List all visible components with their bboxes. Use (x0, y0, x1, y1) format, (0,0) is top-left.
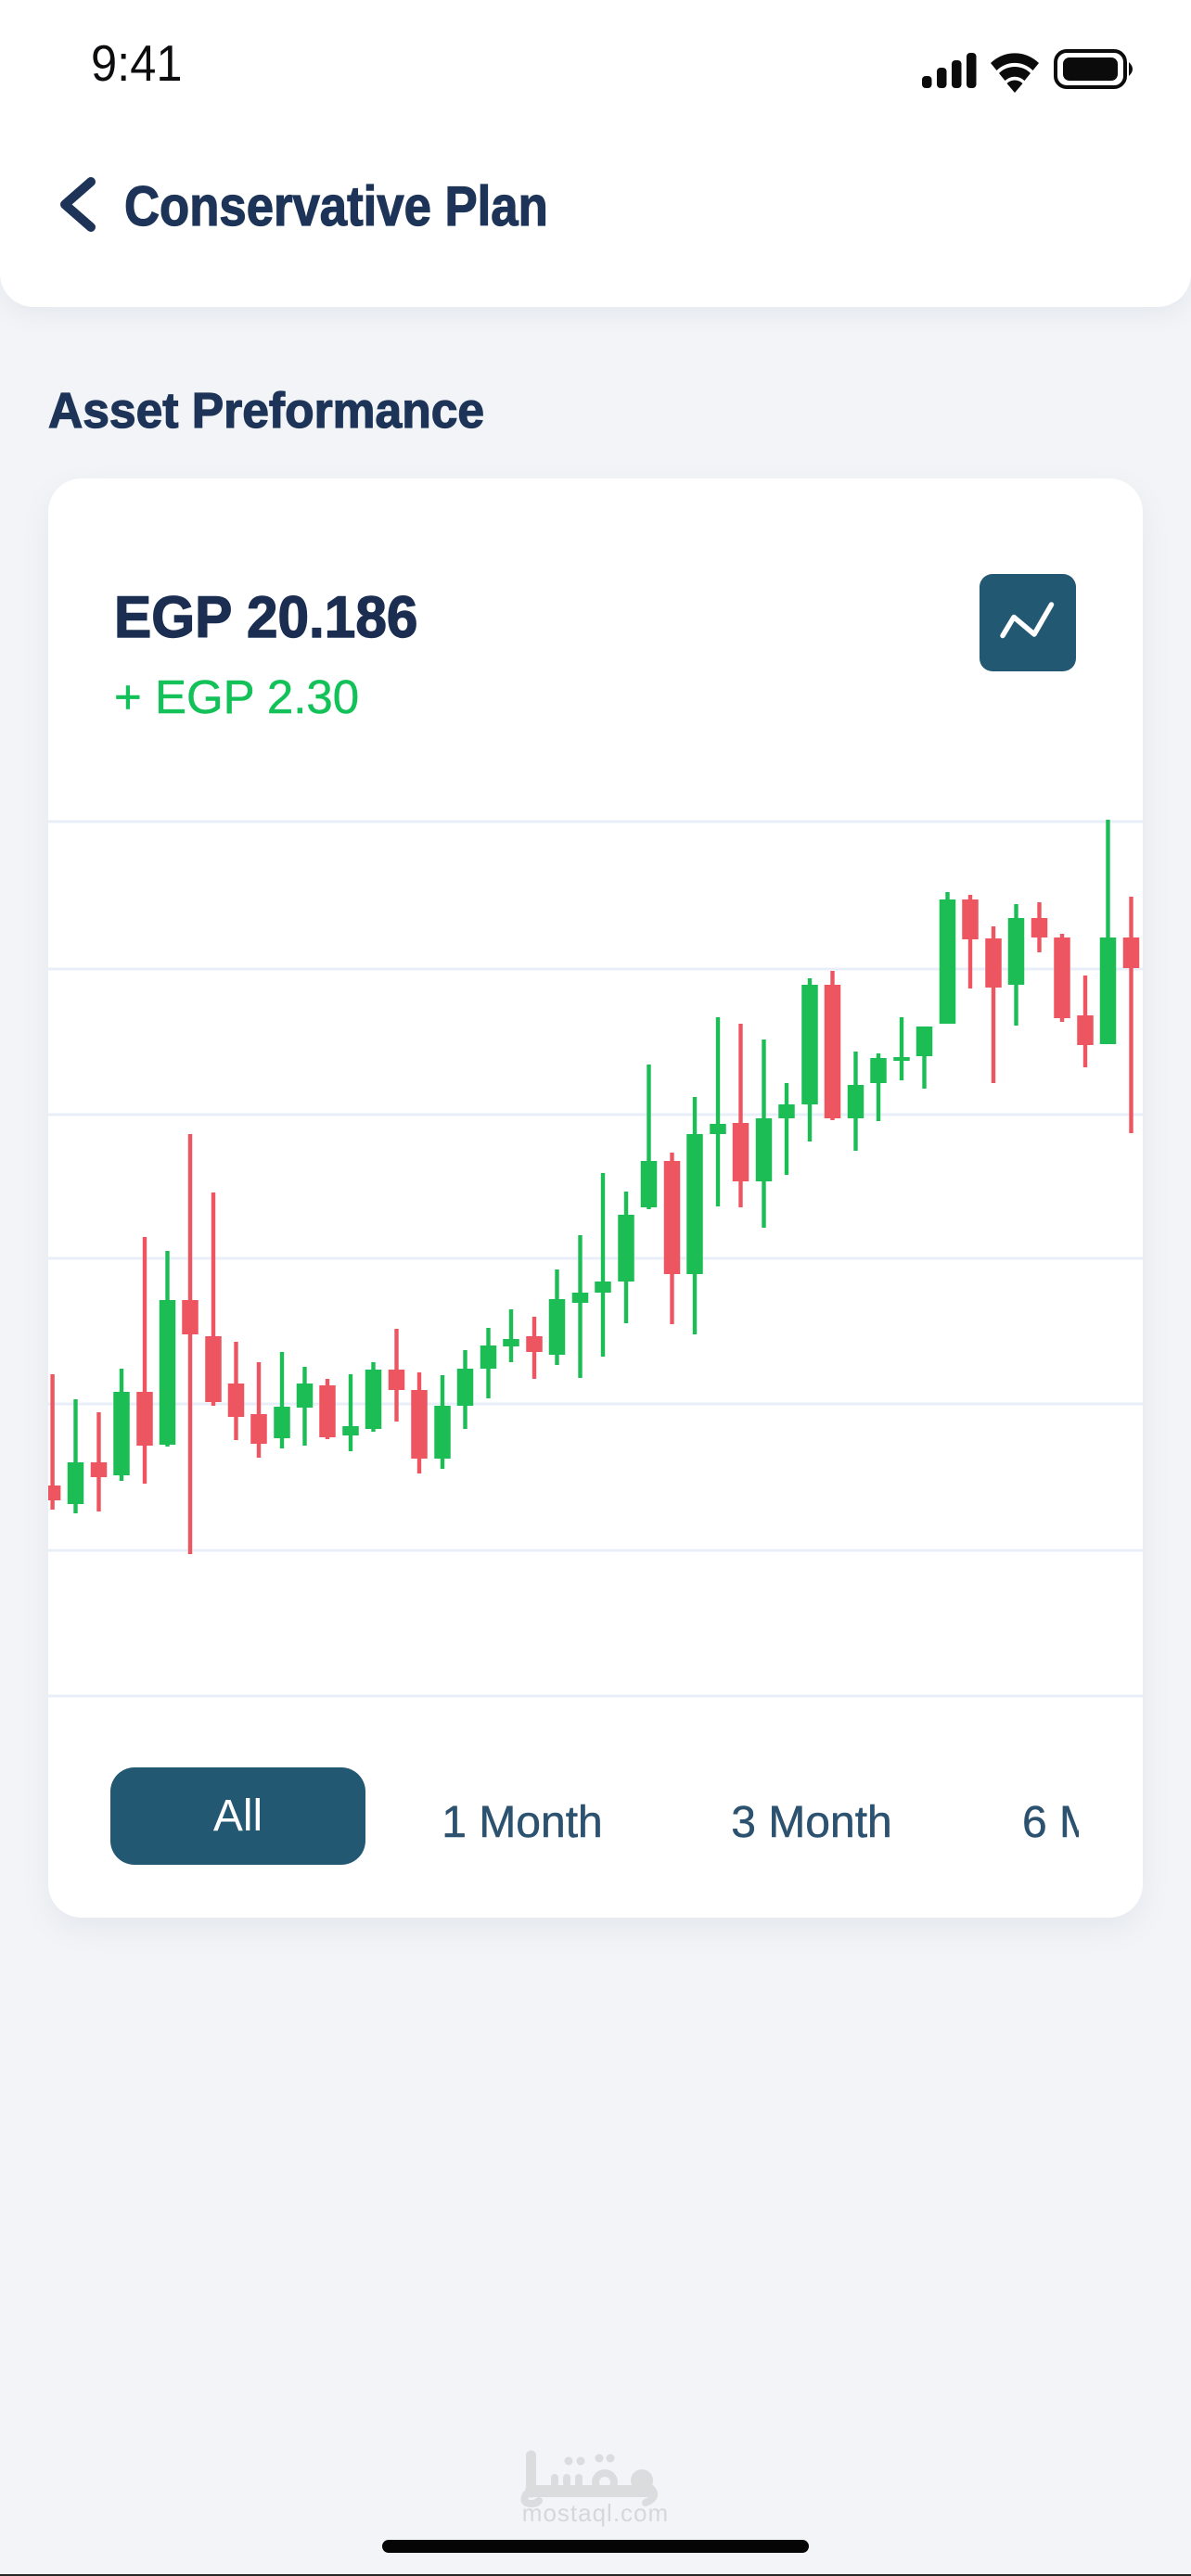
svg-text:mostaql.com: mostaql.com (522, 2499, 669, 2527)
